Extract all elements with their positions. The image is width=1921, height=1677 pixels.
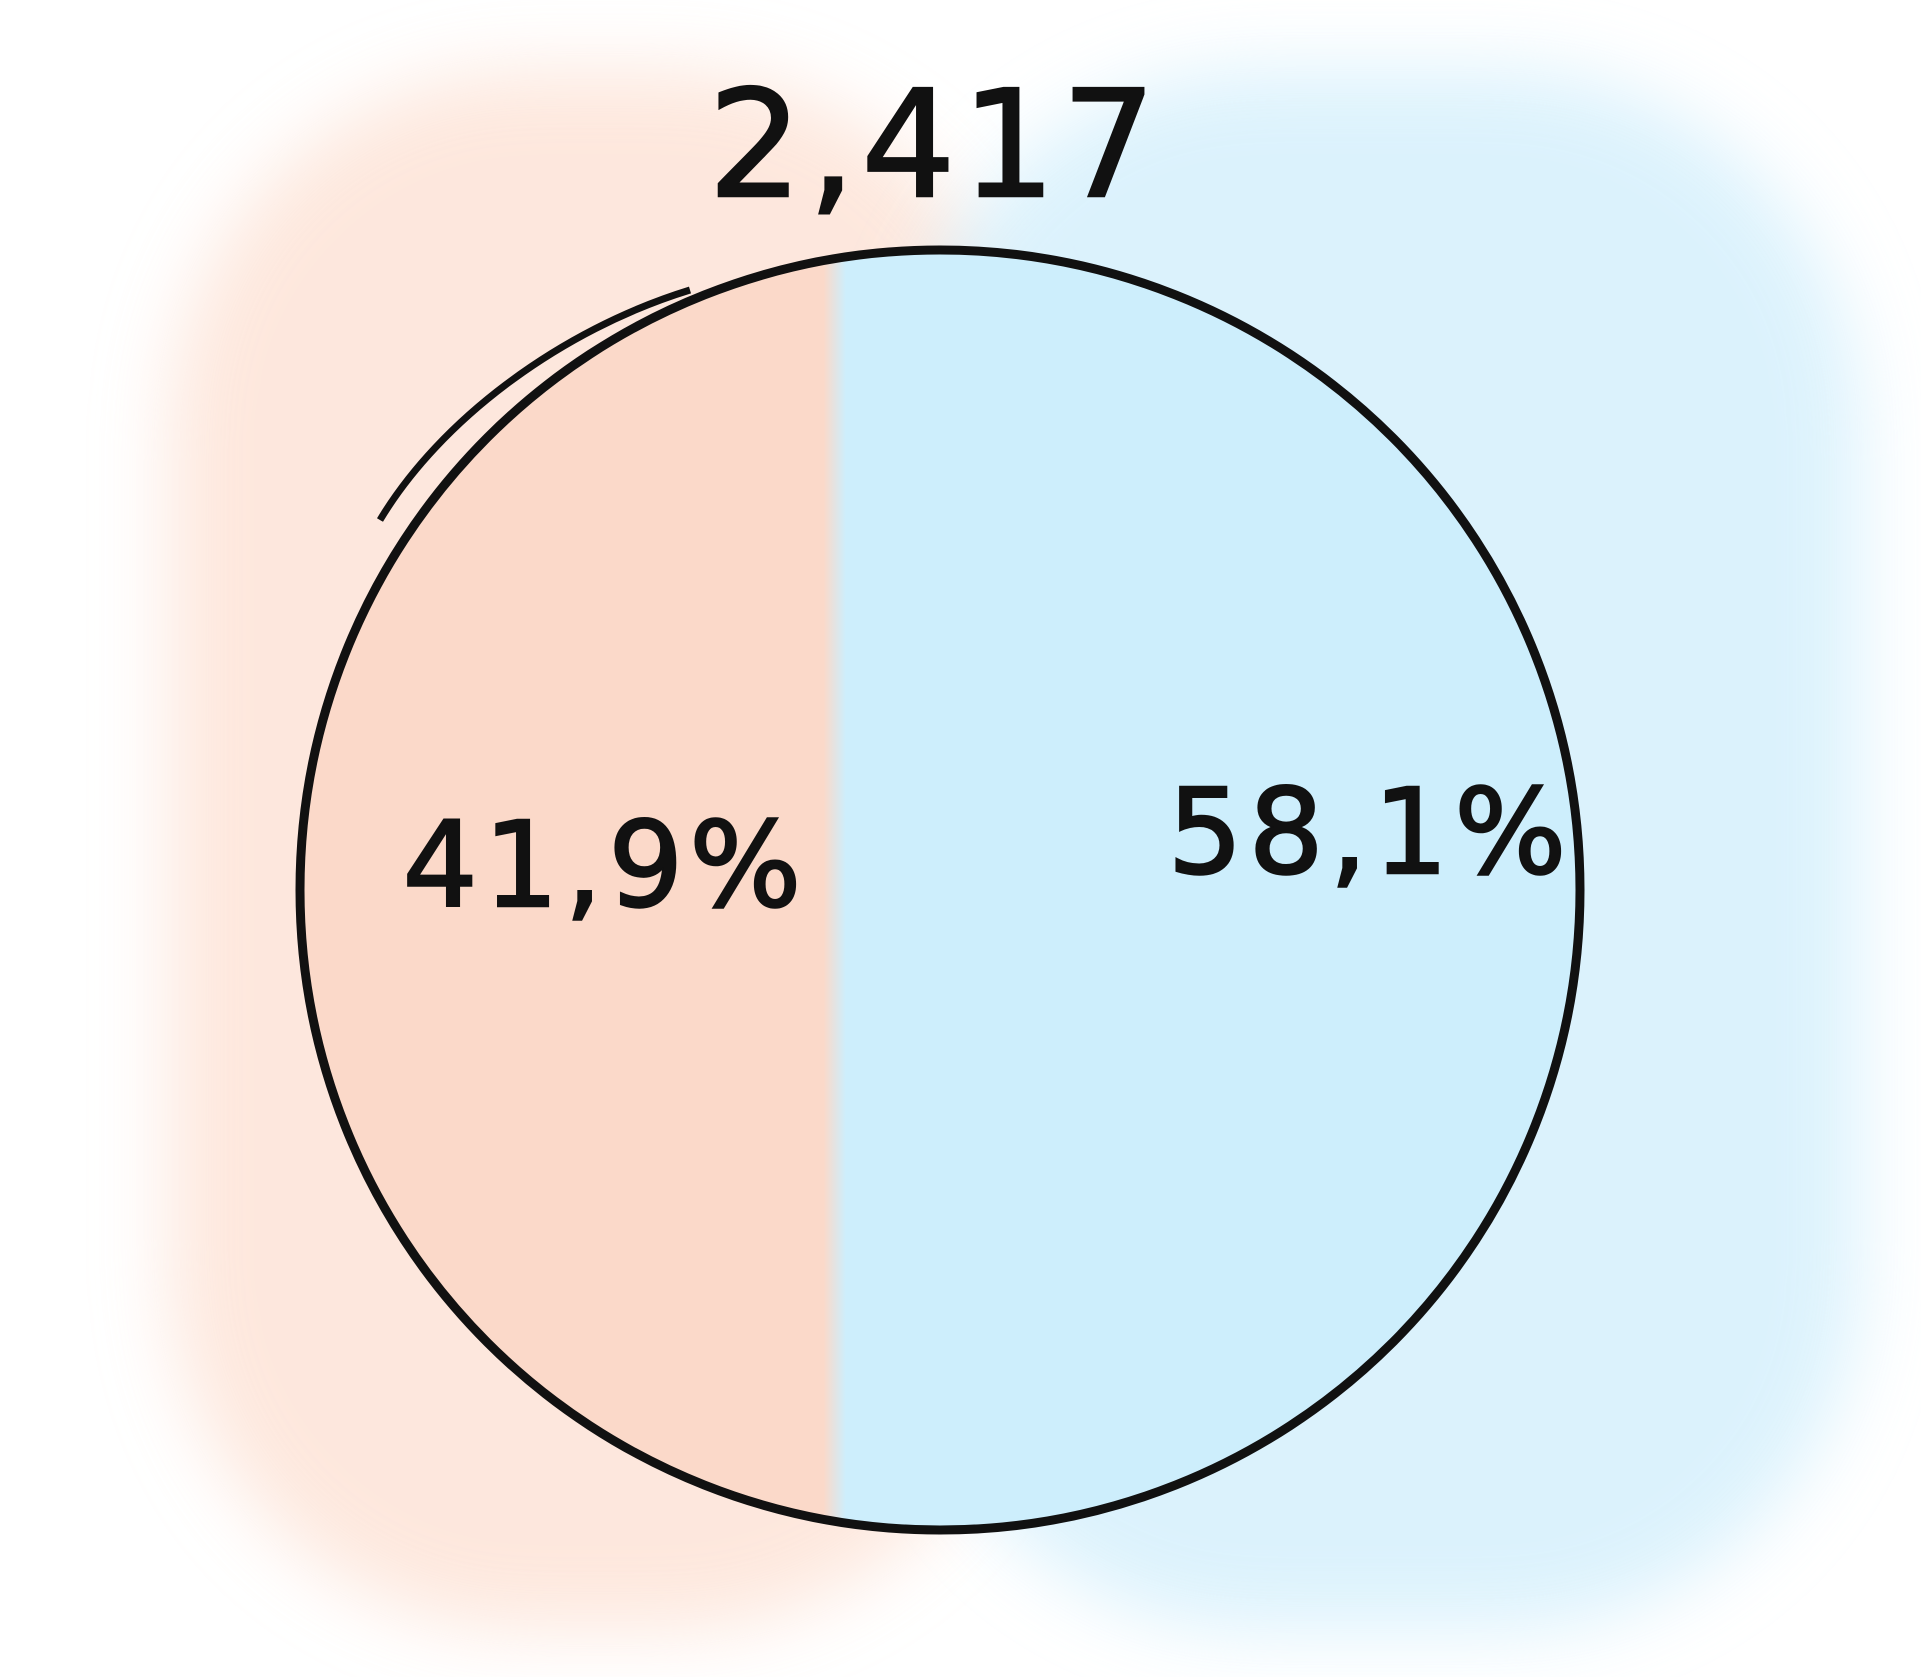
pie-outline bbox=[295, 245, 1585, 1535]
pie-outline-thick-edge bbox=[376, 286, 692, 522]
slice-label-left: 41,9% bbox=[403, 796, 808, 934]
total-label: 2,417 bbox=[708, 59, 1162, 231]
slice-label-right: 58,1% bbox=[1168, 763, 1573, 901]
pie-slice-blend bbox=[756, 250, 917, 1530]
